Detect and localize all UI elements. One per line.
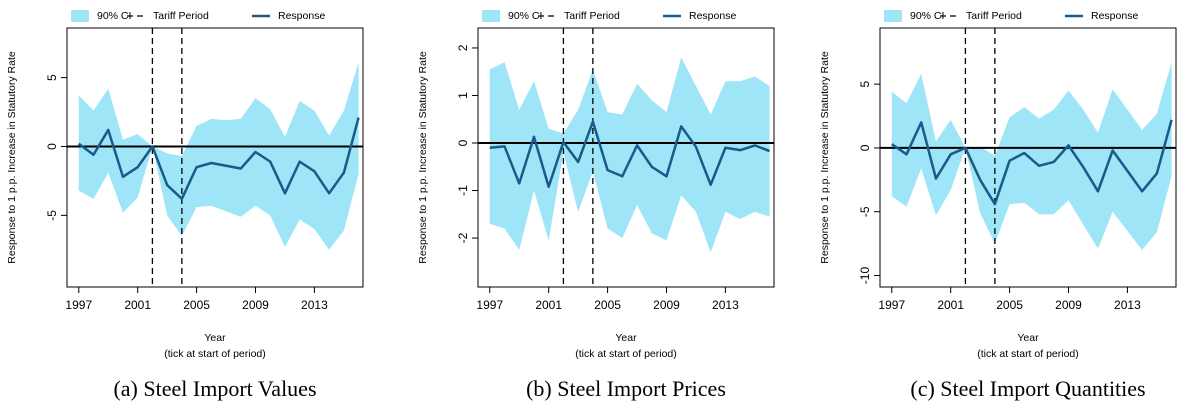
legend-ci-swatch bbox=[884, 10, 902, 22]
y-axis-label: Response to 1 p.p. Increase in Statutory… bbox=[819, 51, 831, 264]
ci-band bbox=[489, 57, 770, 253]
legend-label: 90% CI bbox=[97, 10, 131, 22]
panel: -10 -5 0 5 1997 2001 2005 2009 2013 Year (tick at … bbox=[819, 10, 1177, 401]
legend-label: Tariff Period bbox=[153, 10, 209, 22]
x-tick-label: 1997 bbox=[65, 298, 92, 312]
x-axis-note: (tick at start of period) bbox=[164, 348, 266, 360]
caption: (c) Steel Import Quantities bbox=[910, 376, 1145, 401]
x-axis-label: Year bbox=[1017, 332, 1039, 344]
response-line bbox=[489, 120, 771, 188]
caption: (b) Steel Import Prices bbox=[526, 376, 726, 401]
y-tick-label: -2 bbox=[456, 232, 470, 243]
plot-frame bbox=[879, 27, 1177, 288]
legend-label: Response bbox=[689, 10, 736, 22]
x-tick-label: 2009 bbox=[653, 298, 680, 312]
panel: -2 -1 0 1 2 1997 2001 2005 2009 2013 Year (tick at … bbox=[417, 10, 775, 401]
x-tick-label: 2005 bbox=[183, 298, 210, 312]
x-tick-label: 2001 bbox=[937, 298, 964, 312]
y-tick-label: -5 bbox=[858, 206, 872, 217]
ci-band bbox=[891, 62, 1172, 251]
x-tick-label: 1997 bbox=[878, 298, 905, 312]
x-axis-note: (tick at start of period) bbox=[977, 348, 1079, 360]
x-tick-label: 2013 bbox=[712, 298, 739, 312]
y-tick-label: -10 bbox=[858, 267, 872, 285]
panel: -5 0 5 1997 2001 2005 2009 2013 Year (tick at sta… bbox=[6, 10, 364, 401]
x-axis-label: Year bbox=[204, 332, 226, 344]
legend-label: Tariff Period bbox=[564, 10, 620, 22]
ci-band bbox=[78, 62, 359, 250]
x-axis-label: Year bbox=[615, 332, 637, 344]
legend-label: Response bbox=[1091, 10, 1138, 22]
x-tick-label: 2013 bbox=[301, 298, 328, 312]
legend-label: Response bbox=[278, 10, 325, 22]
x-axis-note: (tick at start of period) bbox=[575, 348, 677, 360]
legend-label: Tariff Period bbox=[966, 10, 1022, 22]
y-axis-label: Response to 1 p.p. Increase in Statutory… bbox=[6, 51, 18, 264]
legend-label: 90% CI bbox=[508, 10, 542, 22]
response-line bbox=[78, 117, 360, 201]
legend-ci-swatch bbox=[482, 10, 500, 22]
x-tick-label: 2005 bbox=[594, 298, 621, 312]
response-line bbox=[891, 119, 1173, 206]
legend-label: 90% CI bbox=[910, 10, 944, 22]
y-tick-label: 2 bbox=[456, 44, 470, 51]
x-tick-label: 2013 bbox=[1114, 298, 1141, 312]
x-tick-label: 1997 bbox=[476, 298, 503, 312]
y-tick-label: 0 bbox=[456, 139, 470, 146]
y-tick-label: 0 bbox=[45, 143, 59, 150]
y-tick-label: 5 bbox=[858, 80, 872, 87]
x-tick-label: 2001 bbox=[535, 298, 562, 312]
x-tick-label: 2009 bbox=[1055, 298, 1082, 312]
legend-ci-swatch bbox=[71, 10, 89, 22]
y-tick-label: -1 bbox=[456, 185, 470, 196]
y-tick-label: 5 bbox=[45, 74, 59, 81]
x-tick-label: 2009 bbox=[242, 298, 269, 312]
plot-frame bbox=[477, 27, 775, 288]
y-tick-label: -5 bbox=[45, 210, 59, 221]
y-tick-label: 0 bbox=[858, 144, 872, 151]
y-tick-label: 1 bbox=[456, 92, 470, 99]
y-axis-label: Response to 1 p.p. Increase in Statutory… bbox=[417, 51, 429, 264]
x-tick-label: 2005 bbox=[996, 298, 1023, 312]
caption: (a) Steel Import Values bbox=[113, 376, 316, 401]
plot-frame bbox=[66, 27, 364, 288]
x-tick-label: 2001 bbox=[124, 298, 151, 312]
